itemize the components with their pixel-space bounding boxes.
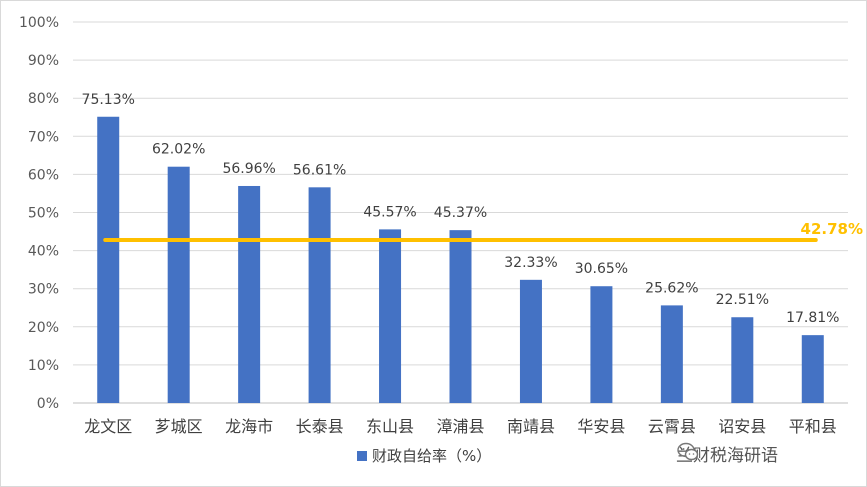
- y-tick-label: 20%: [28, 320, 59, 336]
- bar: [660, 305, 683, 403]
- data-label: 56.61%: [293, 162, 346, 178]
- y-tick-label: 30%: [28, 282, 59, 298]
- category-label: 华安县: [577, 417, 625, 436]
- y-tick-label: 0%: [37, 396, 59, 412]
- category-label: 平和县: [789, 417, 837, 436]
- data-label: 56.96%: [222, 161, 275, 177]
- y-tick-label: 70%: [28, 129, 59, 145]
- data-label: 32.33%: [504, 255, 557, 271]
- data-label: 17.81%: [786, 310, 839, 326]
- bar: [167, 166, 190, 403]
- category-label: 龙文区: [84, 417, 132, 436]
- category-label: 龙海市: [225, 417, 273, 436]
- category-label: 长泰县: [296, 417, 344, 436]
- category-label: 芗城区: [155, 417, 203, 436]
- legend-label: 财政自给率（%）: [372, 447, 491, 465]
- y-tick-label: 80%: [28, 91, 59, 107]
- y-tick-label: 90%: [28, 53, 59, 69]
- watermark-text: 兰财税海研语: [676, 445, 778, 466]
- bar: [449, 230, 472, 403]
- gridlines: [73, 21, 848, 404]
- bar: [308, 187, 331, 403]
- bars: [97, 116, 824, 403]
- bar: [590, 286, 613, 403]
- bar: [801, 335, 824, 403]
- average-label: 42.78%: [801, 220, 863, 238]
- data-label: 25.62%: [645, 280, 698, 296]
- bar: [379, 229, 402, 403]
- y-axis-ticks: 0% 10% 20% 30% 40% 50% 60% 70% 80% 90% 100%: [19, 15, 59, 412]
- wechat-icon: [677, 442, 699, 461]
- bar: [519, 279, 542, 403]
- y-tick-label: 60%: [28, 167, 59, 183]
- y-tick-label: 50%: [28, 206, 59, 222]
- legend-swatch: [357, 451, 367, 461]
- category-label: 诏安县: [718, 417, 766, 436]
- average-line-group: 42.78%: [103, 220, 863, 243]
- legend: 财政自给率（%）: [357, 447, 491, 465]
- data-label: 75.13%: [82, 92, 135, 108]
- category-labels: 龙文区 芗城区 龙海市 长泰县 东山县 漳浦县 南靖县 华安县 云霄县 诏安县 平和县: [84, 417, 837, 436]
- y-tick-label: 10%: [28, 358, 59, 374]
- data-label: 45.37%: [434, 205, 487, 221]
- data-label: 45.57%: [363, 204, 416, 220]
- category-label: 漳浦县: [436, 417, 484, 436]
- category-label: 东山县: [366, 417, 414, 436]
- bar: [731, 317, 754, 403]
- watermark: 兰财税海研语: [676, 440, 778, 466]
- data-label: 62.02%: [152, 142, 205, 158]
- data-label: 30.65%: [575, 261, 628, 277]
- y-tick-label: 100%: [19, 15, 59, 31]
- category-label: 南靖县: [507, 417, 555, 436]
- bar: [238, 185, 261, 403]
- category-label: 云霄县: [648, 417, 696, 436]
- y-tick-label: 40%: [28, 244, 59, 260]
- data-labels: 75.13% 62.02% 56.96% 56.61% 45.57% 45.37% 32.3…: [82, 92, 840, 326]
- bar: [97, 116, 120, 403]
- data-label: 22.51%: [716, 292, 769, 308]
